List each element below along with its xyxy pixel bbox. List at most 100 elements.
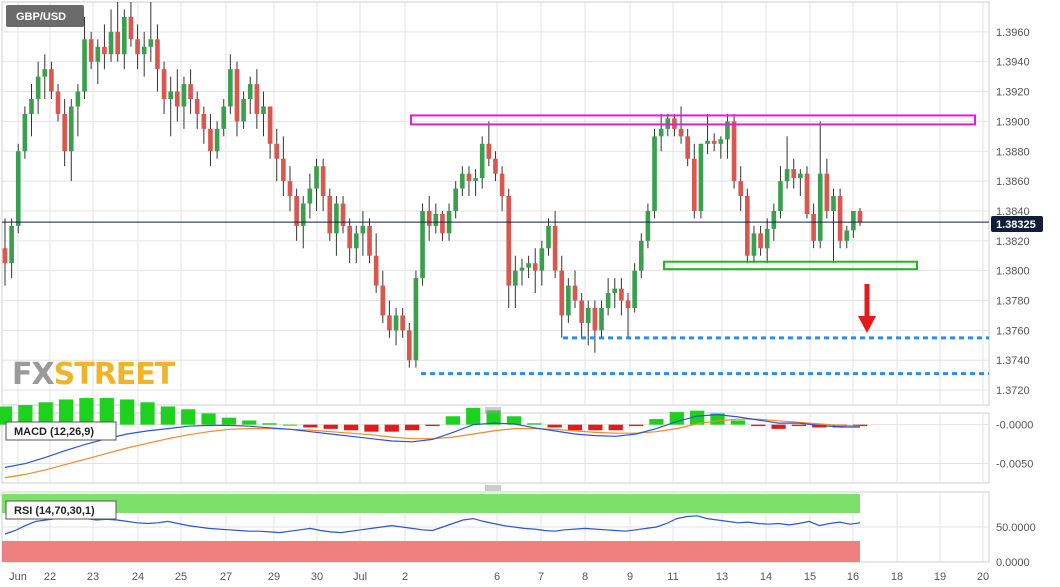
macd-histogram-bar [18,405,33,425]
candles [2,2,863,368]
price-tick-label: 1.3860 [996,176,1030,188]
candle-body [175,91,180,107]
price-tick-label: 1.3960 [996,27,1030,39]
x-tick-label: 30 [311,571,323,583]
candle-body [22,113,28,152]
candle-body [208,128,213,152]
candle-body [300,203,306,226]
candle-body [526,263,531,268]
price-tick-label: 1.3820 [996,236,1030,248]
candle-body [738,181,744,197]
candle-body [837,196,843,241]
x-tick-label: 2 [402,571,408,583]
candle-body [486,143,492,159]
x-tick-label: 18 [891,571,903,583]
price-tick-label: 1.3900 [996,116,1030,128]
candle-body [102,46,107,55]
candle-body [632,270,637,308]
macd-histogram-bar [710,413,725,425]
candle-body [314,166,319,189]
macd-histogram-bar [445,416,460,425]
macd-histogram-bar [242,420,257,425]
candle-body [294,196,299,226]
x-tick-label: 23 [87,571,99,583]
macd-histogram-bar [486,410,501,425]
candle-body [420,210,425,279]
macd-histogram-bar [38,402,53,425]
macd-histogram-bar [567,424,583,431]
macd-histogram-bar [751,424,766,427]
candle-body [135,39,140,55]
candle-body [844,230,850,241]
candle-body [406,330,412,361]
fxstreet-watermark: FXSTREET [12,357,176,392]
candle-body [287,181,293,197]
candle-body [519,267,525,271]
candle-body [479,143,485,179]
candle-body [2,248,8,264]
candle-body [387,315,392,331]
candle-body [121,16,127,55]
candle-body [771,210,777,229]
price-tick-label: 1.3760 [996,325,1030,337]
price-tick-label: 1.3920 [996,87,1030,99]
candle-body [566,285,571,316]
candle-body [320,166,326,197]
candle-body [281,158,286,182]
candle-body [307,188,313,204]
candle-body [678,128,684,137]
macd-histogram-bar [466,407,481,425]
candle-body [546,225,551,249]
candle-body [327,196,333,234]
macd-histogram-bar [832,424,847,428]
macd-histogram-bar [364,424,379,432]
candle-body [247,84,253,100]
candle-body [15,151,21,226]
candle-body [831,196,836,211]
candle-body [506,196,512,286]
price-tick-label: 1.3740 [996,355,1030,367]
candle-body [758,233,763,249]
macd-histogram-bar [771,424,786,429]
candle-body [579,300,584,323]
rsi-tick-label: 50.0000 [996,522,1036,534]
candle-body [49,69,54,92]
candle-body [493,158,498,174]
instrument-badge[interactable]: GBP/USD [6,5,84,27]
macd-line [4,413,860,468]
candle-body [857,210,863,223]
candle-body [645,210,651,241]
macd-resize-handle[interactable] [485,407,501,413]
candle-body [691,158,697,211]
candle-body [9,225,14,264]
macd-histogram-bar [628,424,644,427]
candle-body [778,181,783,211]
macd-histogram-bar [0,406,13,425]
candle-body [513,270,518,286]
rsi-overbought-zone [2,494,860,513]
candle-body [75,91,81,107]
candle-body [334,203,339,234]
instrument-title: GBP/USD [16,11,66,23]
candle-body [625,300,631,308]
macd-histogram-bar [649,419,664,425]
candle-body [108,31,114,55]
rsi-zones [2,494,860,562]
y-axis-ticks: 1.3960 1.3940 1.3920 1.3900 1.3880 1.3860 1.38… [996,27,1036,569]
macd-histogram-bar [120,399,135,425]
x-tick-label: 13 [716,571,728,583]
candle-body [619,288,624,301]
candle-body [181,84,187,107]
watermark-fx: FX [12,357,54,392]
macd-histogram-bar [262,423,277,425]
macd-histogram-bar [547,424,562,428]
rsi-resize-handle[interactable] [485,485,501,491]
candle-body [400,315,405,331]
candle-body [798,173,803,179]
x-tick-label: 27 [220,571,232,583]
macd-histogram-bar [282,424,298,426]
candle-body [559,270,565,316]
x-tick-label: 6 [494,571,500,583]
candle-body [161,69,167,100]
